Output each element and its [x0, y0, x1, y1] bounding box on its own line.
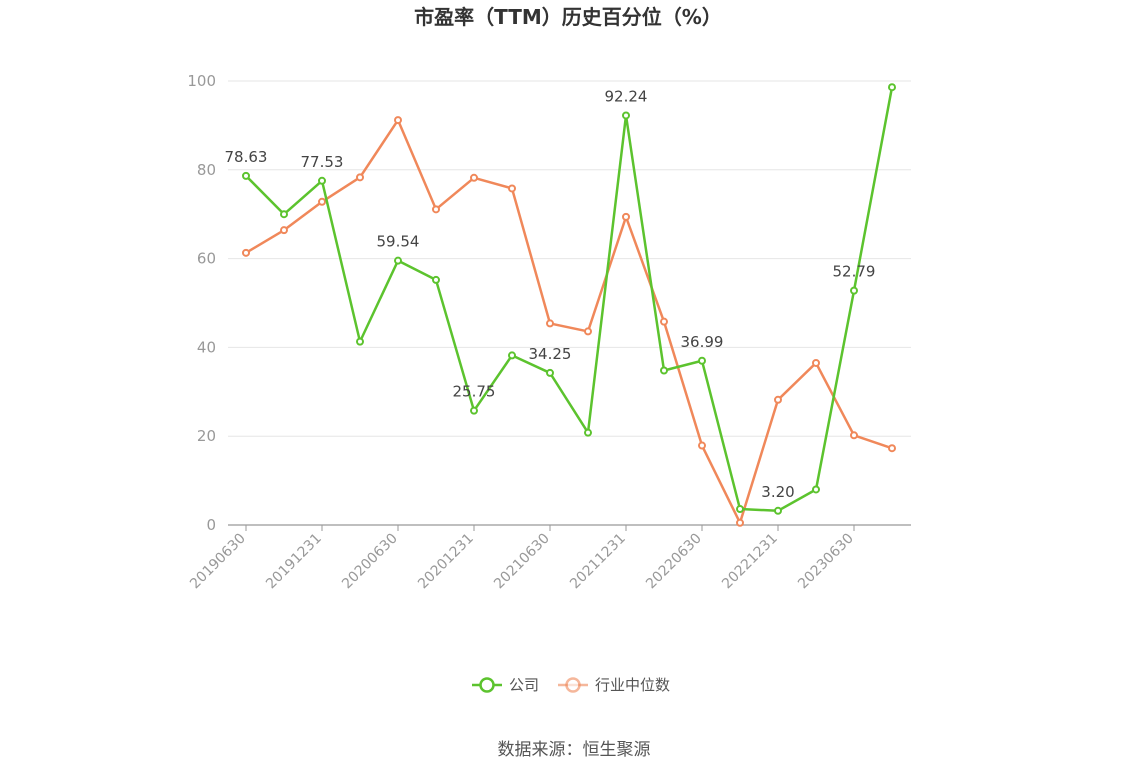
axes: 0 20 40 60 80 100 20190630 20191231 20200630 2020…: [187, 72, 911, 592]
grid: [228, 80, 911, 437]
data-label: 3.20: [761, 483, 794, 501]
data-point: [470, 406, 478, 415]
legend-item-0[interactable]: 公司: [472, 676, 539, 694]
legend-label: 行业中位数: [595, 676, 670, 694]
data-point: [508, 351, 516, 360]
data-point: [812, 358, 820, 367]
data-label: 52.79: [833, 263, 876, 281]
x-tick-label: 20230630: [795, 531, 857, 593]
x-tick-label: 20201231: [415, 531, 477, 593]
legend-marker: [565, 677, 581, 693]
data-point: [280, 210, 288, 219]
data-point: [318, 197, 326, 206]
y-tick-label: 100: [187, 72, 216, 90]
data-point: [546, 319, 554, 328]
source-note: 数据来源：恒生聚源: [498, 740, 651, 760]
data-point: [736, 518, 744, 527]
series-line-行业中位数: [245, 118, 893, 525]
y-tick-label: 20: [197, 427, 216, 445]
data-labels: 78.63 77.53 59.54 25.75 34.25 92.24 36.99 3.20 5…: [225, 87, 876, 500]
data-point: [736, 505, 744, 514]
data-point: [508, 184, 516, 193]
series-layer: [242, 83, 896, 527]
data-point: [888, 83, 896, 92]
y-tick-label: 0: [206, 516, 216, 534]
data-point: [318, 176, 326, 185]
data-point: [432, 275, 440, 284]
data-point: [470, 173, 478, 182]
x-tick-label: 20221231: [719, 531, 781, 593]
data-point: [850, 286, 858, 295]
data-point: [394, 116, 402, 125]
x-tick-label: 20191231: [263, 531, 325, 593]
x-tick-label: 20220630: [643, 531, 705, 593]
data-label: 59.54: [377, 233, 420, 251]
data-point: [622, 212, 630, 221]
data-point: [812, 485, 820, 494]
data-point: [584, 428, 592, 437]
data-point: [698, 441, 706, 450]
data-label: 78.63: [225, 148, 268, 166]
y-tick-label: 40: [197, 338, 216, 356]
data-point: [850, 431, 858, 440]
data-point: [356, 173, 364, 182]
x-tick-label: 20190630: [187, 531, 249, 593]
data-point: [280, 226, 288, 235]
data-point: [242, 248, 250, 257]
data-label: 34.25: [529, 345, 572, 363]
data-point: [774, 506, 782, 515]
data-point: [432, 205, 440, 214]
chart-title: 市盈率（TTM）历史百分位（%）: [414, 5, 722, 29]
data-point: [888, 444, 896, 453]
data-point: [774, 395, 782, 404]
data-point: [660, 366, 668, 375]
x-tick-label: 20211231: [567, 531, 629, 593]
legend-marker: [479, 677, 495, 693]
y-tick-label: 80: [197, 161, 216, 179]
data-label: 25.75: [453, 383, 496, 401]
legend[interactable]: 公司 行业中位数: [472, 676, 670, 694]
data-label: 92.24: [605, 87, 648, 105]
data-point: [394, 256, 402, 265]
x-tick-label: 20210630: [491, 531, 553, 593]
data-point: [546, 368, 554, 377]
data-point: [584, 327, 592, 336]
series-line-公司: [245, 86, 894, 513]
x-tick-label: 20200630: [339, 531, 401, 593]
y-tick-label: 60: [197, 250, 216, 268]
data-point: [622, 111, 630, 120]
data-point: [698, 356, 706, 365]
legend-label: 公司: [509, 676, 539, 694]
legend-item-1[interactable]: 行业中位数: [558, 676, 670, 694]
data-point: [660, 317, 668, 326]
data-label: 77.53: [301, 153, 344, 171]
data-point: [242, 171, 250, 180]
data-label: 36.99: [681, 333, 724, 351]
data-point: [356, 337, 364, 346]
